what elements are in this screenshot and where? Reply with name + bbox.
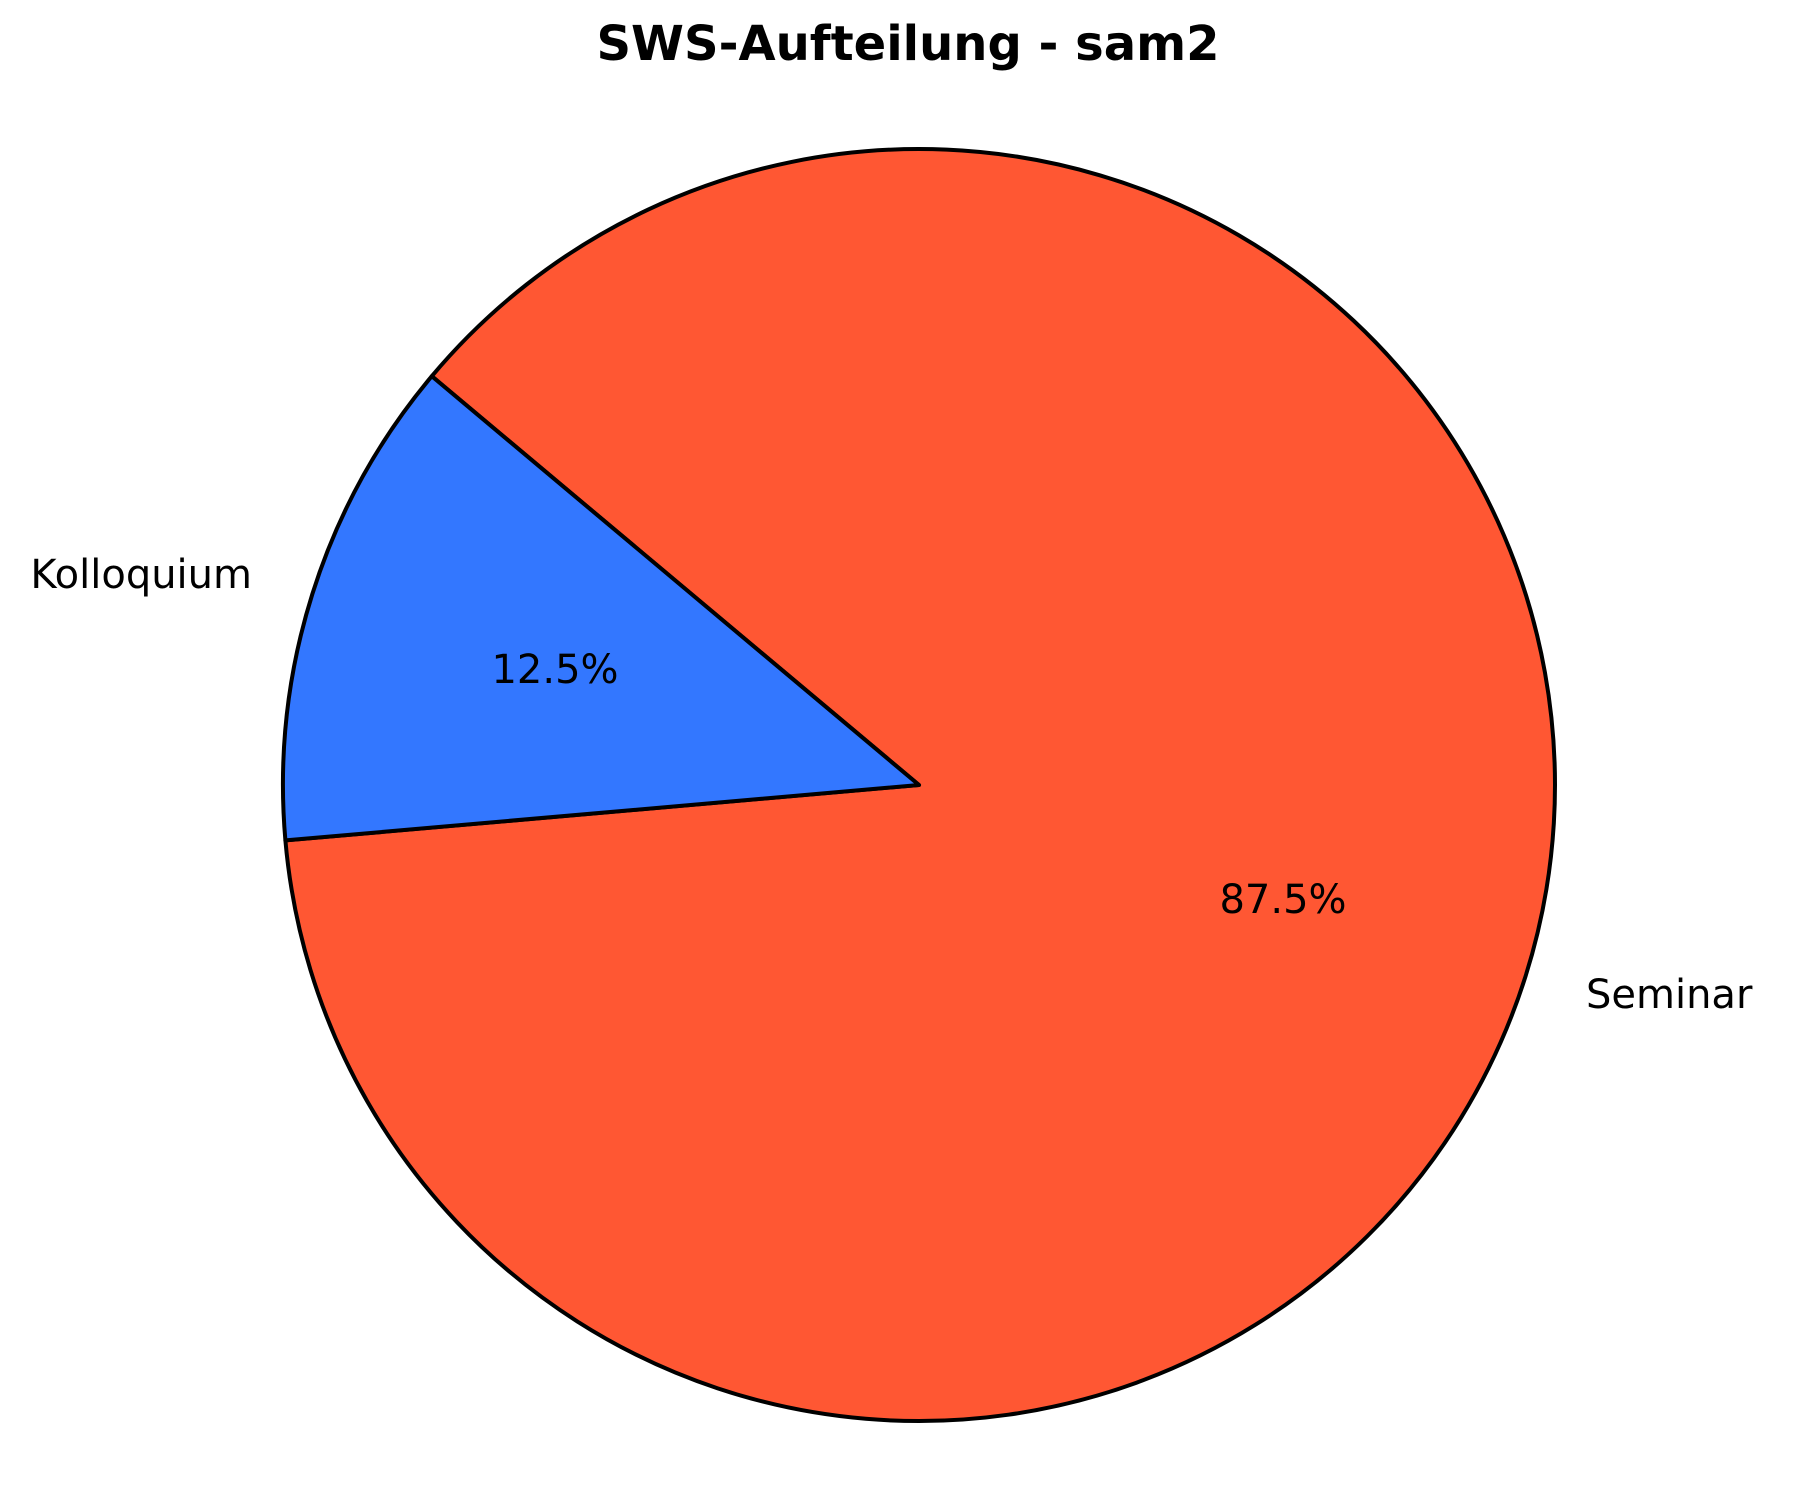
pct-label-kolloquium: 12.5% (491, 647, 619, 693)
pct-label-seminar: 87.5% (1219, 877, 1347, 923)
chart-title: SWS-Aufteilung - sam2 (596, 16, 1220, 72)
slice-label-seminar: Seminar (1586, 972, 1753, 1018)
pie-slice-kolloquium (281, 374, 921, 843)
slice-label-kolloquium: Kolloquium (30, 552, 252, 598)
